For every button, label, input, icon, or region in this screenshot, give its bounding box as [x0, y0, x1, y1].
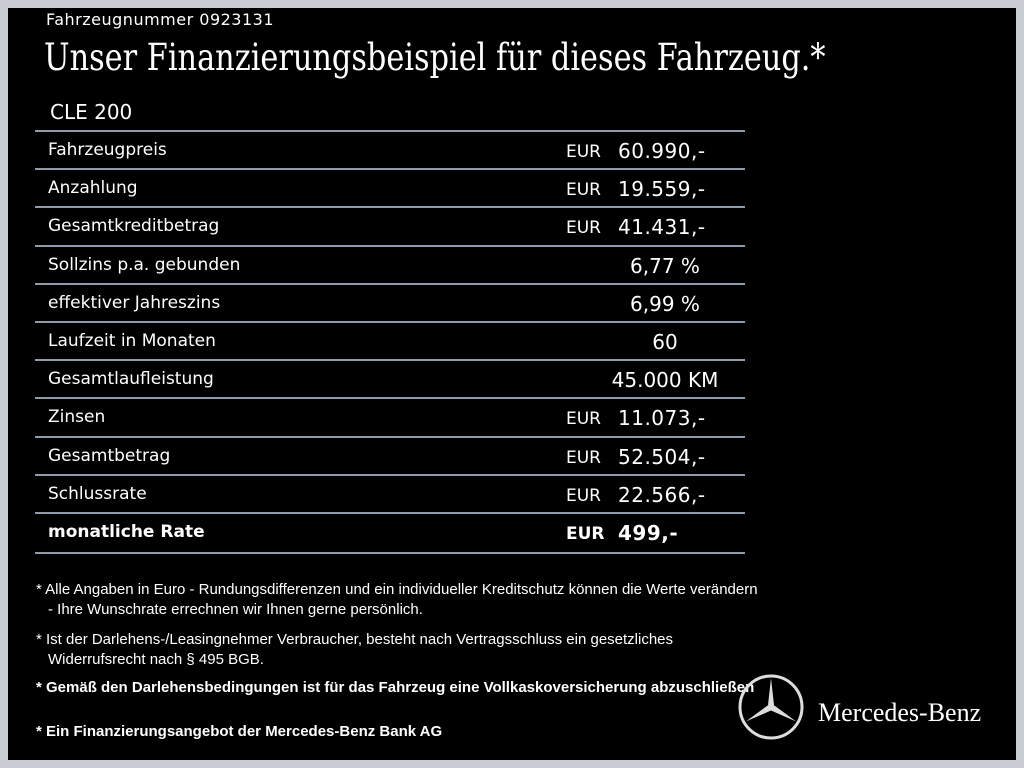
currency: EUR [566, 142, 601, 162]
table-row: Sollzins p.a. gebunden 6,77 % [35, 244, 745, 285]
value: 6,77 % [630, 253, 700, 278]
table-row: Zinsen EUR 11.073,- [35, 397, 745, 437]
row-label: Sollzins p.a. gebunden [48, 254, 241, 275]
amount: 19.559,- [618, 177, 706, 202]
amount: 60.990,- [618, 139, 706, 163]
footnote: * Gemäß den Darlehensbedingungen ist für… [36, 679, 755, 696]
table-row: effektiver Jahreszins 6,99 % [35, 282, 745, 323]
value: 6,99 % [630, 291, 700, 316]
footnote: * Alle Angaben in Euro - Rundungsdiffere… [36, 581, 758, 618]
title: Unser Finanzierungsbeispiel für dieses F… [44, 36, 826, 79]
table-row: Gesamtbetrag EUR 52.504,- [35, 435, 745, 476]
currency: EUR [566, 180, 601, 201]
brand-star [738, 674, 804, 740]
row-label: effektiver Jahreszins [48, 292, 221, 313]
currency: EUR [566, 447, 601, 468]
currency: EUR [566, 485, 601, 506]
currency: EUR [566, 409, 601, 430]
footnote: * Ein Finanzierungsangebot der Mercedes-… [36, 723, 443, 740]
footnote: * Ist der Darlehens-/Leasingnehmer Verbr… [36, 631, 674, 668]
brand-name: Mercedes-Benz [818, 698, 982, 727]
table-row: Gesamtlaufleistung 45.000 KM [35, 359, 745, 399]
amount: 499,- [618, 521, 679, 545]
row-label: Gesamtbetrag [48, 445, 171, 466]
row-label: Gesamtkreditbetrag [48, 216, 220, 237]
currency: EUR [566, 218, 601, 239]
amount: 41.431,- [618, 215, 706, 240]
ad-panel: Fahrzeugnummer 0923131 Unser Finanzierun… [8, 8, 1016, 760]
table-row: Laufzeit in Monaten 60 [35, 321, 745, 361]
row-label: Zinsen [48, 407, 106, 428]
row-label: Laufzeit in Monaten [48, 331, 216, 351]
row-label: Anzahlung [48, 178, 138, 199]
amount: 52.504,- [618, 444, 706, 469]
value: 45.000 KM [611, 368, 719, 393]
row-label: Gesamtlaufleistung [48, 369, 214, 390]
table-row: Anzahlung EUR 19.559,- [35, 168, 745, 208]
table-row: Fahrzeugpreis EUR 60.990,- [35, 130, 745, 170]
amount: 11.073,- [618, 406, 706, 431]
row-label: Fahrzeugpreis [48, 140, 167, 160]
model: CLE 200 [50, 100, 133, 124]
vehicle-number: Fahrzeugnummer 0923131 [46, 10, 275, 29]
amount: 22.566,- [618, 482, 706, 507]
table-row: Gesamtkreditbetrag EUR 41.431,- [35, 206, 745, 246]
value: 60 [652, 330, 678, 354]
row-label: monatliche Rate [48, 522, 205, 542]
table-row: Schlussrate EUR 22.566,- [35, 473, 745, 514]
currency: EUR [566, 524, 605, 544]
table-row: monatliche Rate EUR 499,- [35, 512, 745, 554]
row-label: Schlussrate [48, 483, 147, 504]
